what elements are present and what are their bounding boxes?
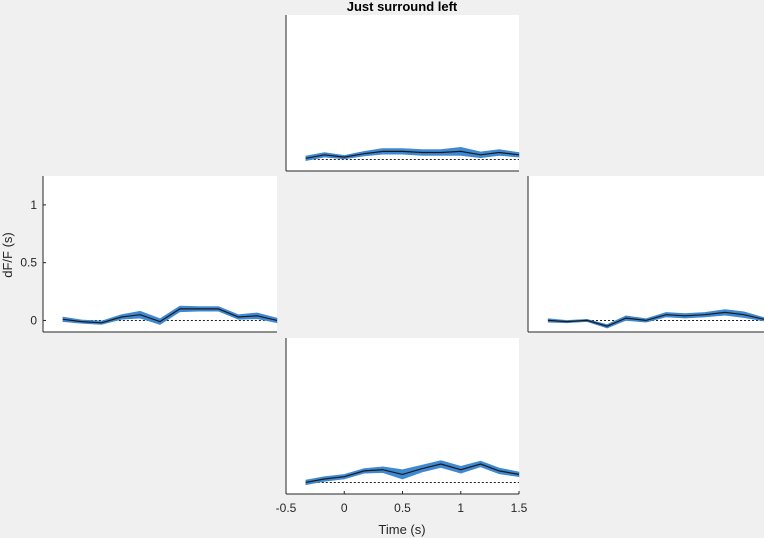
bottom-sem-band-0 — [305, 460, 520, 486]
bottom-mean-line-0 — [305, 463, 520, 483]
chart-title: Just surround left — [347, 0, 458, 14]
bottom-axes-background — [286, 338, 519, 494]
right-mean-line-0 — [548, 311, 764, 327]
bottom-x-tick-label: 1 — [457, 501, 464, 515]
top-axes-background — [286, 15, 519, 171]
left-y-tick-label: 1 — [30, 198, 37, 212]
y-axis-label: dF/F (s) — [0, 232, 15, 278]
right-axes-background — [528, 176, 764, 332]
bottom-x-tick-label: 0.5 — [394, 501, 411, 515]
top-sem-band-0 — [305, 146, 520, 161]
bottom-x-tick-label: -0.5 — [276, 501, 297, 515]
left-y-tick-label: 0.5 — [20, 256, 37, 270]
left-axes-background — [43, 176, 277, 332]
top-mean-line-0 — [305, 150, 520, 159]
x-axis-label: Time (s) — [378, 522, 425, 537]
bottom-x-tick-label: 0 — [341, 501, 348, 515]
left-y-tick-label: 0 — [30, 313, 37, 327]
left-mean-line-0 — [62, 308, 278, 324]
bottom-x-tick-label: 1.5 — [511, 501, 528, 515]
